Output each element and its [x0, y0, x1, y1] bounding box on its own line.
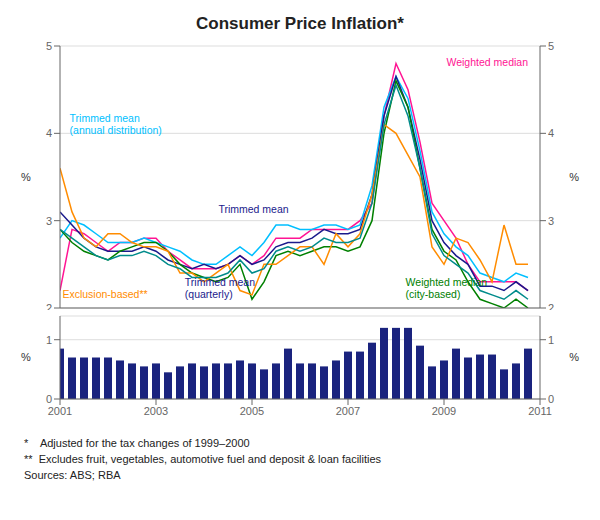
svg-text:Trimmed mean: Trimmed mean: [218, 203, 288, 215]
svg-text:Exclusion-based**: Exclusion-based**: [62, 288, 147, 300]
svg-text:%: %: [569, 171, 579, 183]
svg-text:2009: 2009: [432, 405, 456, 417]
svg-text:3: 3: [46, 215, 52, 227]
html-text:* Adjusted for the tax changes: * Adjusted for the tax changes of 1999–2…: [24, 437, 250, 449]
svg-text:2001: 2001: [48, 405, 72, 417]
html-text:Consumer Price Inflation*: Consumer Price Inflation*: [196, 14, 404, 33]
svg-text:%: %: [21, 351, 31, 363]
svg-text:5: 5: [548, 40, 554, 52]
svg-text:2011: 2011: [528, 405, 552, 417]
svg-text:1: 1: [46, 334, 52, 346]
svg-text:2007: 2007: [336, 405, 360, 417]
svg-text:2003: 2003: [144, 405, 168, 417]
html-text:Sources: ABS; RBA: Sources: ABS; RBA: [24, 469, 121, 481]
svg-text:%: %: [569, 351, 579, 363]
svg-text:1: 1: [548, 334, 554, 346]
svg-text:2: 2: [548, 302, 554, 310]
svg-text:0: 0: [46, 393, 52, 405]
svg-text:Weighted median(city-based): Weighted median(city-based): [406, 276, 488, 300]
svg-text:5: 5: [46, 40, 52, 52]
svg-text:%: %: [21, 171, 31, 183]
svg-text:4: 4: [548, 127, 554, 139]
svg-text:3: 3: [548, 215, 554, 227]
svg-text:2: 2: [46, 302, 52, 310]
svg-text:0: 0: [548, 393, 554, 405]
svg-text:2005: 2005: [240, 405, 264, 417]
svg-text:Trimmed mean(annual distributi: Trimmed mean(annual distribution): [70, 112, 162, 136]
svg-text:Trimmed mean(quarterly): Trimmed mean(quarterly): [185, 276, 255, 300]
svg-text:4: 4: [46, 127, 52, 139]
svg-text:Weighted median: Weighted median: [446, 56, 528, 68]
html-text:** Excludes fruit, vegetables,: ** Excludes fruit, vegetables, automotiv…: [24, 453, 382, 465]
